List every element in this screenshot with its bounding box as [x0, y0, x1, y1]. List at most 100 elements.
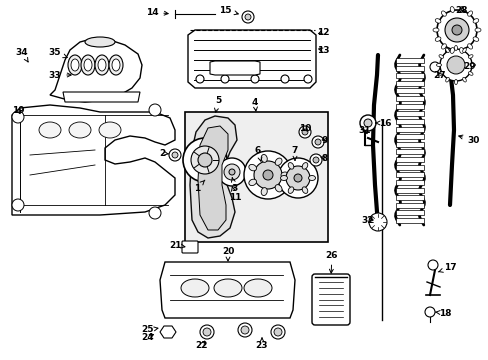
Text: 7: 7 [291, 145, 298, 160]
Ellipse shape [445, 48, 448, 53]
Ellipse shape [445, 77, 448, 82]
Text: 10: 10 [298, 123, 310, 132]
Circle shape [183, 138, 226, 182]
Circle shape [196, 75, 203, 83]
Text: 5: 5 [214, 95, 221, 112]
Bar [184, 112, 327, 242]
Ellipse shape [214, 279, 242, 297]
Circle shape [221, 75, 228, 83]
Ellipse shape [69, 122, 91, 138]
Text: 17: 17 [437, 264, 455, 273]
Ellipse shape [84, 59, 92, 71]
Text: 15: 15 [218, 5, 238, 15]
Text: 18: 18 [435, 309, 450, 318]
Bar [395, 203, 423, 208]
Ellipse shape [468, 55, 472, 58]
Circle shape [439, 49, 471, 81]
Ellipse shape [438, 72, 443, 75]
Ellipse shape [244, 279, 271, 297]
Ellipse shape [302, 163, 307, 169]
Circle shape [228, 169, 235, 175]
Ellipse shape [112, 59, 120, 71]
Ellipse shape [453, 45, 457, 50]
Circle shape [363, 119, 371, 127]
Circle shape [198, 153, 212, 167]
Circle shape [278, 158, 317, 198]
Bar [395, 149, 423, 154]
Text: 19: 19 [12, 105, 24, 114]
Ellipse shape [81, 55, 95, 75]
Circle shape [304, 75, 311, 83]
Circle shape [200, 325, 214, 339]
Ellipse shape [434, 37, 440, 41]
Ellipse shape [71, 59, 79, 71]
Circle shape [368, 213, 386, 231]
Polygon shape [160, 262, 294, 318]
Circle shape [244, 14, 250, 20]
Ellipse shape [438, 55, 443, 58]
Ellipse shape [95, 55, 109, 75]
Circle shape [191, 146, 219, 174]
Ellipse shape [308, 176, 315, 180]
Text: 22: 22 [195, 341, 208, 350]
Ellipse shape [469, 63, 474, 67]
Text: 9: 9 [321, 135, 327, 144]
Circle shape [149, 207, 161, 219]
Bar [395, 81, 423, 86]
Text: 8: 8 [321, 153, 327, 162]
Bar [395, 142, 423, 147]
Text: 24: 24 [142, 333, 154, 342]
Circle shape [427, 260, 437, 270]
Circle shape [242, 11, 253, 23]
Text: 14: 14 [145, 8, 168, 17]
Ellipse shape [275, 158, 282, 165]
Ellipse shape [467, 11, 471, 16]
Ellipse shape [98, 59, 106, 71]
Polygon shape [12, 105, 175, 215]
Circle shape [270, 325, 285, 339]
Circle shape [169, 149, 181, 161]
Circle shape [263, 170, 272, 180]
Circle shape [244, 151, 291, 199]
FancyBboxPatch shape [311, 274, 349, 325]
Text: 34: 34 [16, 48, 28, 62]
Polygon shape [187, 30, 315, 88]
Text: 30: 30 [458, 135, 479, 144]
Polygon shape [209, 61, 260, 75]
FancyBboxPatch shape [182, 241, 198, 253]
Ellipse shape [280, 176, 287, 180]
Ellipse shape [261, 154, 267, 162]
Ellipse shape [453, 80, 457, 85]
Circle shape [311, 136, 324, 148]
Circle shape [218, 158, 245, 186]
Circle shape [309, 154, 321, 166]
Text: 29: 29 [463, 62, 475, 71]
Circle shape [250, 75, 259, 83]
Bar [395, 210, 423, 215]
Circle shape [359, 115, 375, 131]
Bar [395, 58, 423, 63]
Text: 31: 31 [358, 126, 370, 135]
Ellipse shape [432, 28, 438, 32]
Text: 32: 32 [361, 216, 373, 225]
Text: 27: 27 [433, 71, 446, 80]
Circle shape [273, 328, 282, 336]
Ellipse shape [462, 77, 466, 82]
Circle shape [203, 328, 210, 336]
Bar [395, 157, 423, 162]
Ellipse shape [281, 172, 288, 178]
Bar [395, 111, 423, 116]
Ellipse shape [287, 163, 293, 169]
Ellipse shape [467, 44, 471, 49]
Ellipse shape [462, 48, 466, 53]
Circle shape [314, 139, 320, 145]
Ellipse shape [459, 6, 463, 13]
Ellipse shape [85, 37, 115, 47]
Bar [395, 66, 423, 71]
Bar [395, 73, 423, 78]
Ellipse shape [449, 48, 453, 53]
Bar [395, 134, 423, 139]
Circle shape [451, 25, 461, 35]
Bar [395, 104, 423, 109]
Ellipse shape [109, 55, 123, 75]
